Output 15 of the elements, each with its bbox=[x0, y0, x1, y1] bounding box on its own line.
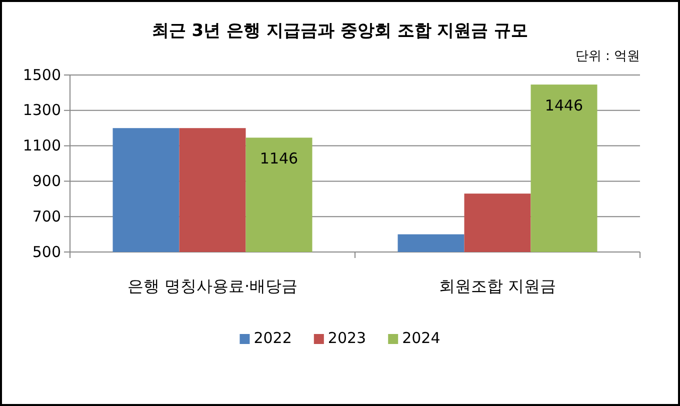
legend-label: 2022 bbox=[254, 329, 292, 347]
y-tick-label: 1300 bbox=[22, 101, 61, 120]
y-tick-label: 1500 bbox=[22, 66, 61, 84]
y-tick-label: 1100 bbox=[22, 136, 61, 155]
y-tick-label: 500 bbox=[32, 242, 61, 261]
y-tick-label: 900 bbox=[32, 172, 61, 190]
y-tick-label: 700 bbox=[32, 207, 61, 226]
legend-label: 2023 bbox=[328, 329, 366, 347]
data-label: 1446 bbox=[544, 96, 584, 115]
x-tick-label: 회원조합 지원금 bbox=[438, 276, 556, 296]
x-tick-label: 은행 명칭사용료·배당금 bbox=[127, 276, 298, 296]
legend-label: 2024 bbox=[402, 329, 440, 347]
text: 단위 : 억원 bbox=[575, 49, 640, 64]
chart-title: 최근 3년 은행 지급금과 중앙회 조합 지원금 규모 bbox=[152, 21, 528, 41]
data-label: 1146 bbox=[260, 150, 298, 168]
